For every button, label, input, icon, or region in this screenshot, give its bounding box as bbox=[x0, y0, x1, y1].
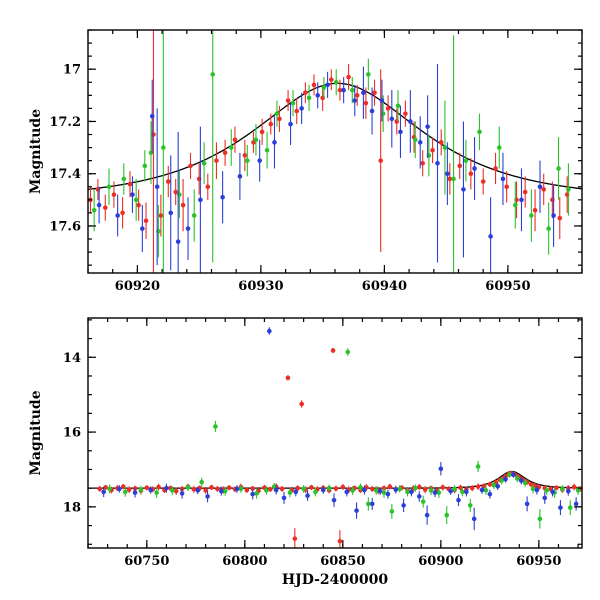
y-tick-label: 17.2 bbox=[49, 115, 81, 130]
y-tick-label: 16 bbox=[63, 426, 81, 441]
panel-top-zoom-data bbox=[88, 30, 582, 273]
panel-frame bbox=[87, 317, 583, 549]
y-tick-label: 17.6 bbox=[49, 219, 81, 234]
x-axis-label: HJD-2400000 bbox=[282, 572, 389, 588]
panel-bottom-full-ticks bbox=[87, 318, 582, 548]
y-tick-label: 18 bbox=[63, 500, 81, 515]
x-tick-label: 60920 bbox=[115, 279, 160, 294]
series-survey-green bbox=[107, 348, 581, 529]
series-survey-green bbox=[91, 30, 571, 273]
y-tick-label: 14 bbox=[63, 351, 81, 366]
series-survey-red bbox=[97, 347, 582, 548]
series-survey-blue bbox=[101, 327, 582, 531]
model-curve bbox=[88, 82, 582, 191]
series-survey-blue bbox=[96, 63, 556, 273]
panel-top-zoom-ticks bbox=[87, 29, 583, 273]
y-axis-label: Magnitude bbox=[28, 390, 44, 475]
y-axis-label: Magnitude bbox=[28, 109, 44, 194]
y-tick-label: 17 bbox=[63, 63, 81, 78]
x-tick-label: 60750 bbox=[124, 554, 169, 569]
x-tick-label: 60850 bbox=[320, 554, 365, 569]
x-tick-label: 60800 bbox=[222, 554, 267, 569]
x-tick-label: 60900 bbox=[418, 554, 463, 569]
series-survey-red bbox=[88, 30, 570, 273]
panel-bottom-full-data bbox=[88, 327, 582, 548]
x-tick-label: 60940 bbox=[362, 279, 407, 294]
panel-frame bbox=[87, 29, 583, 274]
x-tick-label: 60930 bbox=[238, 279, 283, 294]
x-tick-label: 60950 bbox=[516, 554, 561, 569]
y-tick-label: 17.4 bbox=[49, 167, 81, 182]
x-tick-label: 60950 bbox=[485, 279, 530, 294]
